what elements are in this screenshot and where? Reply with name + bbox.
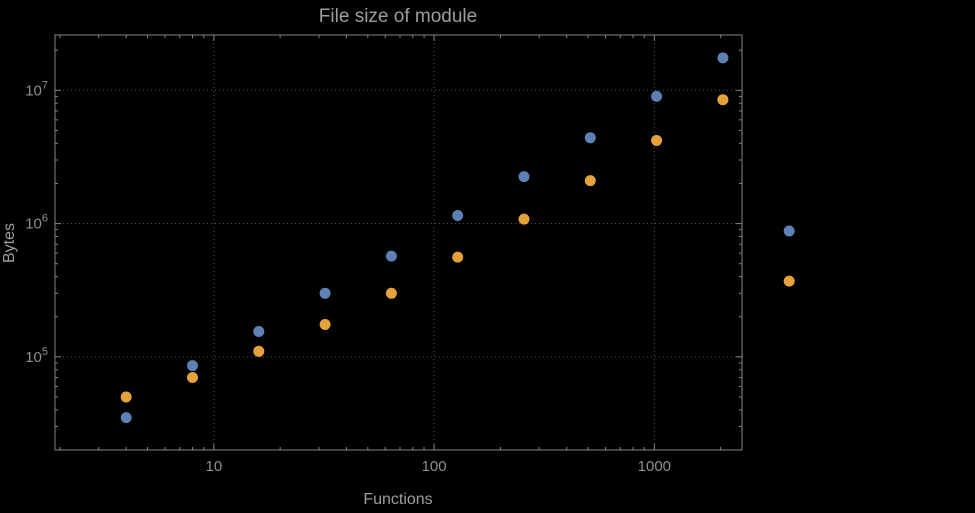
data-point-series-1-blue bbox=[651, 90, 663, 102]
y-tick-label: 107 bbox=[25, 79, 48, 99]
y-tick-exponent: 6 bbox=[42, 213, 48, 225]
x-axis-tick-labels: 10 100 1000 bbox=[206, 458, 672, 475]
y-tick-label: 105 bbox=[25, 346, 48, 366]
data-point-series-1-blue bbox=[385, 250, 397, 262]
x-axis-label: Functions bbox=[363, 491, 432, 508]
x-tick-label: 100 bbox=[422, 458, 447, 475]
data-point-series-2-orange bbox=[319, 319, 331, 330]
axis-ticks bbox=[55, 35, 742, 450]
data-point-series-2-orange bbox=[253, 345, 265, 357]
x-tick-label: 1000 bbox=[638, 458, 671, 475]
y-tick-label: 106 bbox=[25, 213, 48, 233]
data-point-series-2-orange bbox=[783, 275, 795, 287]
data-point-series-1-blue bbox=[518, 171, 530, 183]
gridlines bbox=[55, 35, 742, 450]
x-tick-label: 10 bbox=[206, 458, 223, 475]
y-tick-exponent: 7 bbox=[42, 79, 48, 91]
data-point-series-2-orange bbox=[385, 287, 397, 299]
data-point-series-1-blue bbox=[319, 287, 331, 299]
data-point-series-1-blue bbox=[120, 412, 132, 424]
y-axis-label: Bytes bbox=[1, 223, 18, 263]
data-point-series-2-orange bbox=[452, 251, 464, 263]
data-point-series-1-blue bbox=[783, 225, 795, 237]
data-point-series-1-blue bbox=[253, 326, 265, 337]
chart-title: File size of module bbox=[319, 6, 477, 27]
data-point-series-2-orange bbox=[584, 175, 596, 187]
data-point-series-2-orange bbox=[120, 391, 132, 403]
data-point-series-2-orange bbox=[717, 94, 729, 106]
data-point-series-1-blue bbox=[584, 132, 596, 144]
y-tick-exponent: 5 bbox=[42, 346, 48, 358]
data-point-series-1-blue bbox=[187, 360, 198, 372]
y-axis-tick-labels: 105 106 107 bbox=[25, 79, 48, 366]
plot-frame bbox=[54, 34, 743, 451]
data-point-series-2-orange bbox=[651, 135, 663, 146]
data-points bbox=[120, 52, 795, 424]
data-point-series-2-orange bbox=[518, 213, 530, 225]
data-point-series-1-blue bbox=[452, 210, 464, 221]
data-point-series-1-blue bbox=[717, 52, 729, 64]
data-point-series-2-orange bbox=[187, 372, 198, 383]
